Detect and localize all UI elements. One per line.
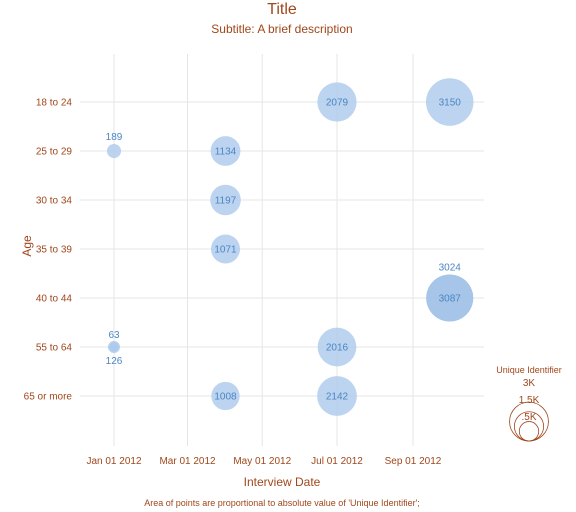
y-tick-label: 35 to 39 [36,245,73,256]
bubble-label: 1071 [214,245,237,256]
bubble-point [425,78,474,126]
size-legend-marks: 3K 1.5K .5K [509,378,549,442]
x-tick-label: Jan 01 2012 [86,456,141,467]
y-tick-label: 65 or more [24,392,73,403]
bubble-label: 189 [106,132,123,143]
bubble-labels: 189 126 63 1134 1197 1071 1008 2079 2016 2142 3150… [106,98,462,403]
x-tick-label: Mar 01 2012 [159,456,216,467]
bubble-label: 2142 [326,392,349,403]
bubble-point [210,234,241,264]
y-axis-title: Age [20,235,34,257]
bubble-label: 2079 [326,98,349,109]
bubble-label: 2016 [326,343,349,354]
bubble-point [106,143,122,159]
bubble-label: 63 [108,330,120,341]
size-legend-title: Unique Identifier [496,365,562,375]
bubble-point [109,342,119,352]
y-tick-label: 40 to 44 [36,294,73,305]
bubble-label: 126 [106,356,123,367]
y-tick-label: 55 to 64 [36,343,73,354]
x-axis-ticks: Jan 01 2012 Mar 01 2012 May 01 2012 Jul 01 … [86,456,441,467]
bubble-label: 1008 [214,392,237,403]
x-tick-label: Jul 01 2012 [311,456,363,467]
x-axis-title: Interview Date [244,475,321,489]
chart-footnote: Area of points are proportional to absol… [144,498,420,508]
bubble-label: 1134 [215,147,237,158]
size-legend-label: 1.5K [519,395,540,406]
bubble-point [211,381,240,411]
bubbles [106,78,474,416]
bubble-label: 1197 [215,196,237,207]
size-legend-circle [518,421,540,442]
bubble-label: 3024 [439,263,462,274]
x-tick-label: May 01 2012 [233,456,291,467]
x-tick-label: Sep 01 2012 [385,456,442,467]
y-tick-label: 25 to 29 [36,147,73,158]
size-legend: Unique Identifier 3K 1.5K .5K [496,365,562,442]
bubble-point [210,184,241,216]
bubble-point [426,274,474,322]
size-legend-label: .5K [521,412,536,423]
bubble-point [210,136,241,166]
chart-title: Title [267,1,297,18]
size-legend-label: 3K [523,378,536,389]
bubble-point [317,376,357,416]
bubble-label: 3087 [439,294,462,305]
chart-subtitle: Subtitle: A brief description [211,22,352,36]
bubble-point [317,82,357,122]
grid [80,54,484,446]
y-tick-label: 18 to 24 [36,98,73,109]
bubble-point [317,327,357,367]
bubble-label: 3150 [439,98,462,109]
y-tick-label: 30 to 34 [36,196,73,207]
y-axis-ticks: 18 to 24 25 to 29 30 to 34 35 to 39 40 to 44… [24,98,73,403]
